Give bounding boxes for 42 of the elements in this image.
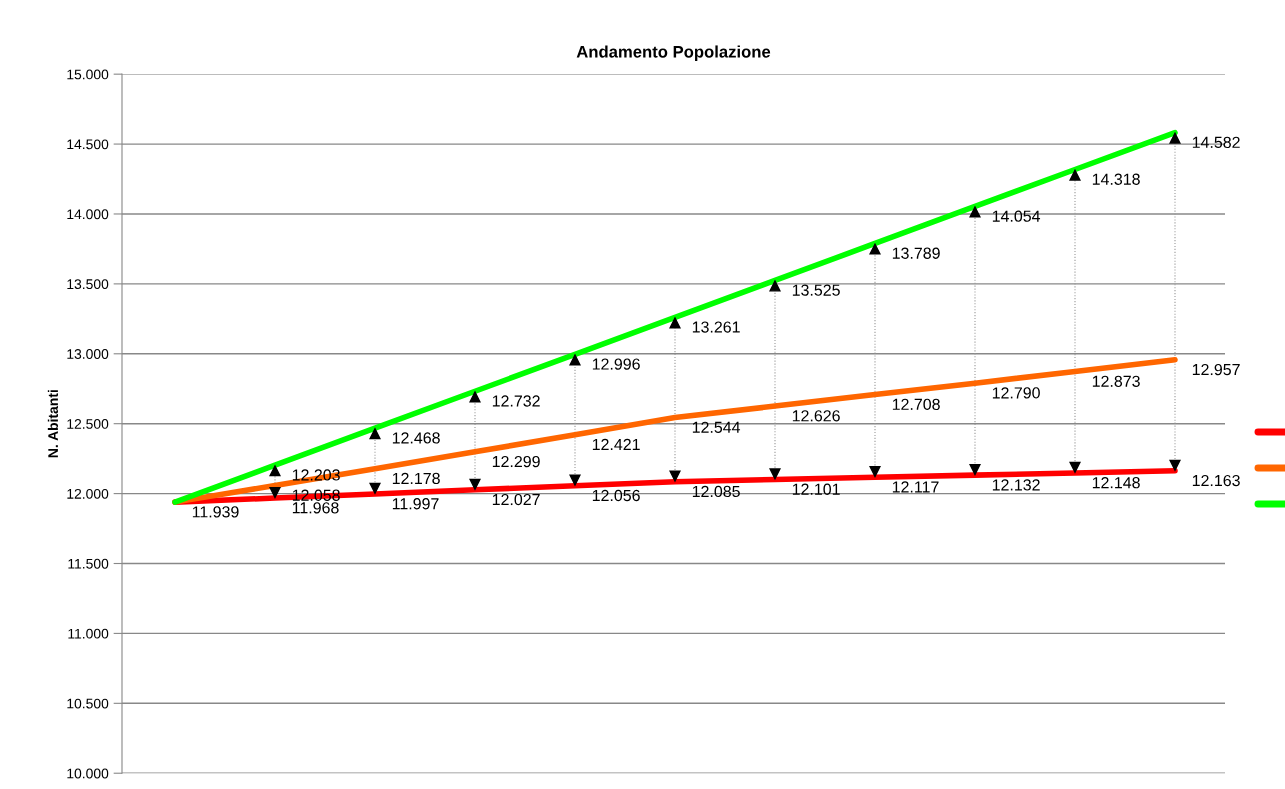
y-tick-label: 13.500: [67, 279, 109, 290]
y-tick-label: 11.000: [68, 628, 109, 639]
data-label: 13.789: [892, 247, 940, 259]
data-label: 14.582: [1192, 136, 1240, 149]
y-tick-label: 15.000: [67, 69, 109, 80]
data-label: 13.525: [792, 284, 840, 296]
data-label: 12.027: [492, 493, 540, 506]
data-label: 12.732: [492, 395, 540, 407]
y-tick-label: 13.000: [67, 349, 109, 359]
data-label: 12.163: [1192, 474, 1240, 487]
data-label: 14.318: [1092, 173, 1140, 185]
y-tick-label: 14.000: [67, 209, 109, 220]
data-label: 12.996: [592, 358, 640, 370]
data-label: 14.054: [992, 210, 1041, 222]
data-label: 13.261: [692, 321, 740, 333]
data-label: 12.178: [392, 472, 440, 485]
y-tick-label: 14.500: [67, 139, 109, 150]
data-label: 12.790: [992, 387, 1040, 399]
data-label: 12.132: [992, 479, 1040, 491]
data-label: 12.873: [1092, 375, 1140, 387]
data-label: 11.997: [392, 498, 439, 510]
data-label: 12.957: [1192, 363, 1240, 376]
data-label: 12.101: [792, 483, 840, 495]
data-label: 12.626: [792, 410, 840, 422]
y-tick-label: 11.500: [68, 558, 109, 569]
y-axis-title: N. Abitanti: [47, 390, 59, 458]
data-label: 12.421: [592, 438, 640, 450]
chart-title: Andamento Popolazione: [576, 45, 771, 61]
data-label: 12.148: [1092, 476, 1140, 489]
data-label: 12.085: [692, 485, 740, 498]
data-label: 12.468: [392, 432, 440, 444]
y-tick-label: 12.000: [67, 488, 109, 499]
data-label: 12.117: [892, 481, 939, 493]
data-label: 12.299: [492, 455, 540, 468]
y-tick-label: 12.500: [67, 419, 109, 429]
y-tick-label: 10.500: [67, 698, 109, 709]
y-tick-label: 10.000: [67, 768, 109, 779]
data-label: 12.708: [892, 398, 940, 411]
data-label: 11.968: [292, 502, 339, 514]
data-label: 12.056: [592, 489, 640, 502]
data-label: 11.939: [192, 506, 239, 518]
data-label: 12.544: [692, 421, 741, 433]
